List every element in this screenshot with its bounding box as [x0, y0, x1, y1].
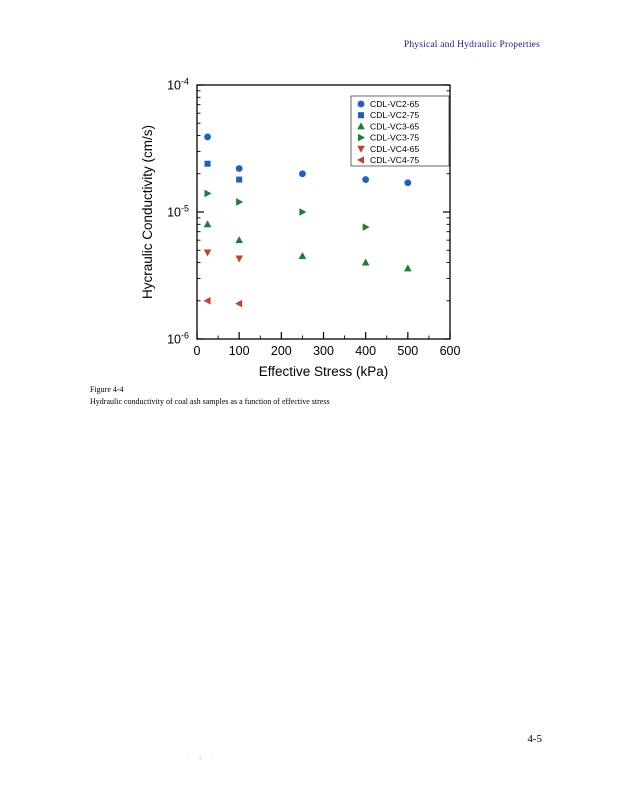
y-tick-label: 10-5: [167, 204, 189, 220]
data-point-CDL-VC2-65: [299, 170, 306, 178]
x-tick-label: 0: [194, 344, 201, 358]
data-point-CDL-VC3-65: [361, 258, 370, 266]
data-point-CDL-VC2-75: [204, 160, 211, 167]
data-point-CDL-VC2-65: [362, 176, 370, 183]
data-point-CDL-VC3-65: [235, 236, 243, 244]
page-header: Physical and Hydraulic Properties: [403, 40, 540, 50]
data-point-CDL-VC3-65: [298, 252, 307, 260]
x-tick-label: 600: [440, 344, 461, 358]
data-point-CDL-VC3-75: [299, 208, 307, 216]
legend-marker-CDL-VC2-75: [358, 112, 364, 119]
data-point-CDL-VC2-75: [236, 176, 243, 183]
x-tick-label: 500: [397, 344, 418, 358]
data-point-CDL-VC3-75: [362, 223, 370, 231]
figure-caption: Figure 4-4 Hydraulic conductivity of coa…: [90, 384, 430, 407]
data-point-CDL-VC4-75: [235, 299, 243, 308]
data-point-CDL-VC4-65: [235, 255, 243, 263]
y-axis-label: Hycraulic Conductivity (cm/s): [140, 125, 155, 299]
x-axis-label: Effective Stress (kPa): [259, 364, 389, 379]
data-point-CDL-VC4-65: [203, 249, 212, 257]
legend-label-CDL-VC2-75: CDL-VC2-75: [370, 110, 419, 120]
figure-caption-label: Figure 4-4: [90, 385, 124, 394]
legend-marker-CDL-VC2-65: [357, 100, 365, 108]
data-point-CDL-VC3-75: [204, 189, 212, 198]
data-point-CDL-VC4-75: [203, 296, 211, 305]
legend-marker-CDL-VC4-65: [357, 145, 365, 153]
x-tick-label: 100: [229, 344, 250, 358]
legend-label-CDL-VC4-75: CDL-VC4-75: [370, 155, 419, 165]
data-point-CDL-VC2-65: [204, 133, 211, 141]
legend-label-CDL-VC4-65: CDL-VC4-65: [370, 144, 419, 154]
data-point-CDL-VC3-75: [236, 198, 244, 206]
y-tick-label: 10-4: [167, 77, 189, 93]
figure-4-4: 10-4 10-5 10-6 0 100 200 300 400 500 600 Effective…: [90, 70, 470, 385]
legend-label-CDL-VC3-75: CDL-VC3-75: [370, 133, 419, 143]
figure-caption-text: Hydraulic conductivity of coal ash sampl…: [90, 396, 330, 406]
legend-marker-CDL-VC4-75: [357, 156, 364, 164]
page-number: 4-5: [527, 733, 542, 745]
data-point-CDL-VC3-65: [404, 264, 412, 272]
legend-box: [350, 95, 450, 167]
y-tick-label: 10-6: [167, 331, 189, 347]
legend-label-CDL-VC3-65: CDL-VC3-65: [370, 121, 419, 131]
legend-label-CDL-VC2-65: CDL-VC2-65: [370, 99, 419, 109]
data-point-CDL-VC2-65: [235, 165, 243, 172]
footer-marks: · ; ·: [187, 753, 218, 761]
x-tick-label: 200: [271, 344, 292, 358]
figure-chart: 10-4 10-5 10-6 0 100 200 300 400 500 600 Effective…: [140, 77, 461, 380]
x-tick-label: 400: [355, 344, 376, 358]
legend-marker-CDL-VC3-65: [357, 122, 365, 130]
legend-marker-CDL-VC3-75: [358, 133, 365, 142]
data-point-CDL-VC2-65: [404, 179, 412, 187]
x-tick-label: 300: [313, 344, 334, 358]
data-point-CDL-VC3-65: [203, 220, 212, 228]
